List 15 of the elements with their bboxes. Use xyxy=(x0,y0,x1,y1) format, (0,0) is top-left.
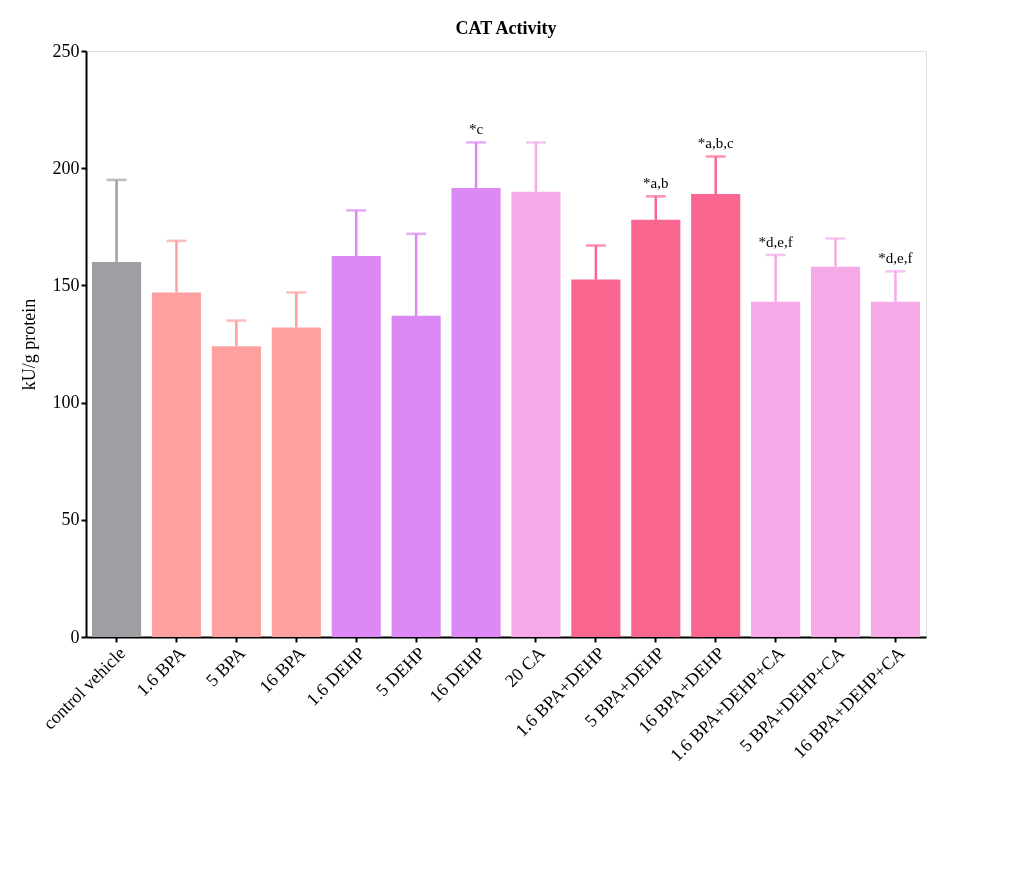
annotation: *d,e,f xyxy=(878,250,913,267)
y-tick-label: 150 xyxy=(52,274,80,295)
annotation: *a,b,c xyxy=(697,135,734,152)
annotation: *a,b xyxy=(643,175,669,192)
y-axis-title: kU/g protein xyxy=(18,298,39,391)
y-tick-label: 100 xyxy=(52,392,80,413)
chart-title: CAT Activity xyxy=(455,18,557,38)
y-tick-label: 250 xyxy=(52,40,80,61)
x-tick-label: 1.6 BPA xyxy=(132,643,190,700)
y-tick-label: 0 xyxy=(70,626,80,647)
annotation: *d,e,f xyxy=(758,233,793,250)
annotation: *c xyxy=(468,121,484,138)
y-tick-label: 200 xyxy=(52,157,80,178)
y-tick-label: 50 xyxy=(61,509,80,530)
x-tick-label: 5 BPA xyxy=(201,643,250,691)
